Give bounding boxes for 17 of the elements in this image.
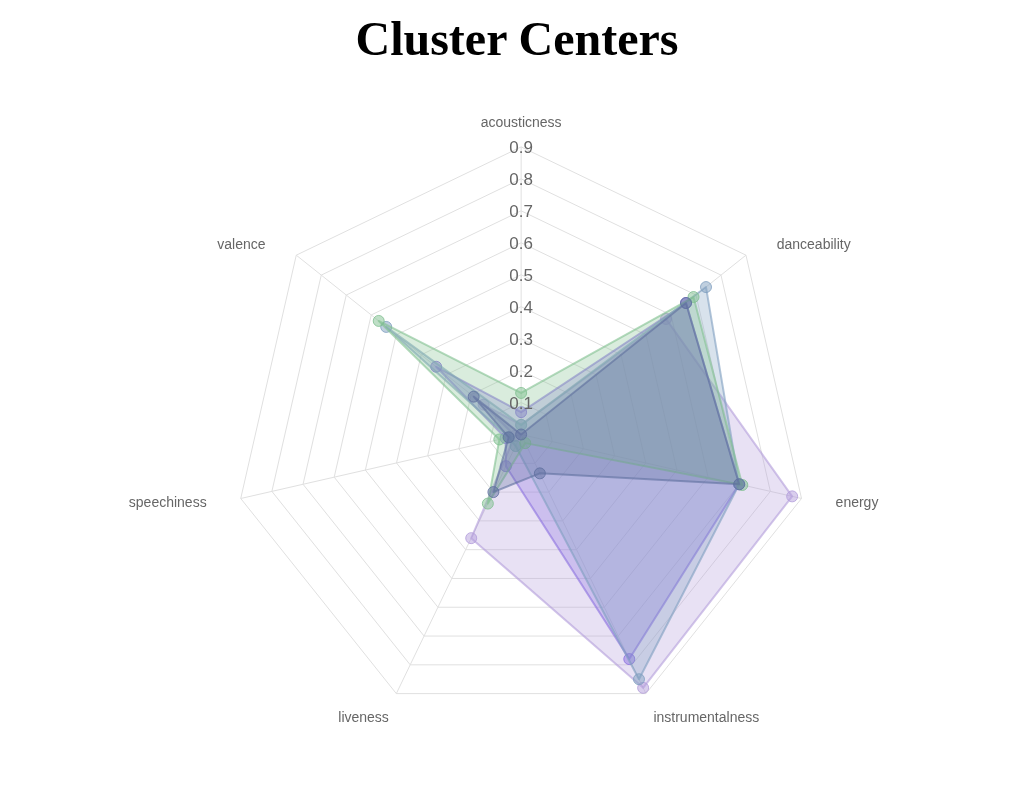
y-tick-label: 0.3 bbox=[509, 329, 533, 349]
y-tick-label: 0.6 bbox=[509, 233, 533, 253]
y-tick-label: 0.2 bbox=[509, 361, 533, 381]
y-tick-label: 0.9 bbox=[509, 137, 533, 157]
spoke-label: danceability bbox=[776, 236, 851, 253]
y-tick-label: 0.4 bbox=[509, 297, 533, 317]
spoke-label: acousticness bbox=[480, 113, 562, 130]
spoke-label: liveness bbox=[338, 709, 389, 726]
y-tick-label: 0.7 bbox=[509, 201, 533, 221]
y-tick-label: 0.5 bbox=[509, 265, 533, 285]
spoke-label: energy bbox=[835, 494, 879, 511]
spoke-label: valence bbox=[217, 236, 266, 253]
spoke-label: speechiness bbox=[128, 494, 207, 511]
chart-title: Cluster Centers bbox=[355, 11, 679, 67]
y-tick-label: 0.1 bbox=[509, 393, 533, 413]
spoke-label: instrumentalness bbox=[653, 709, 760, 726]
y-tick-label: 0.8 bbox=[509, 169, 533, 189]
